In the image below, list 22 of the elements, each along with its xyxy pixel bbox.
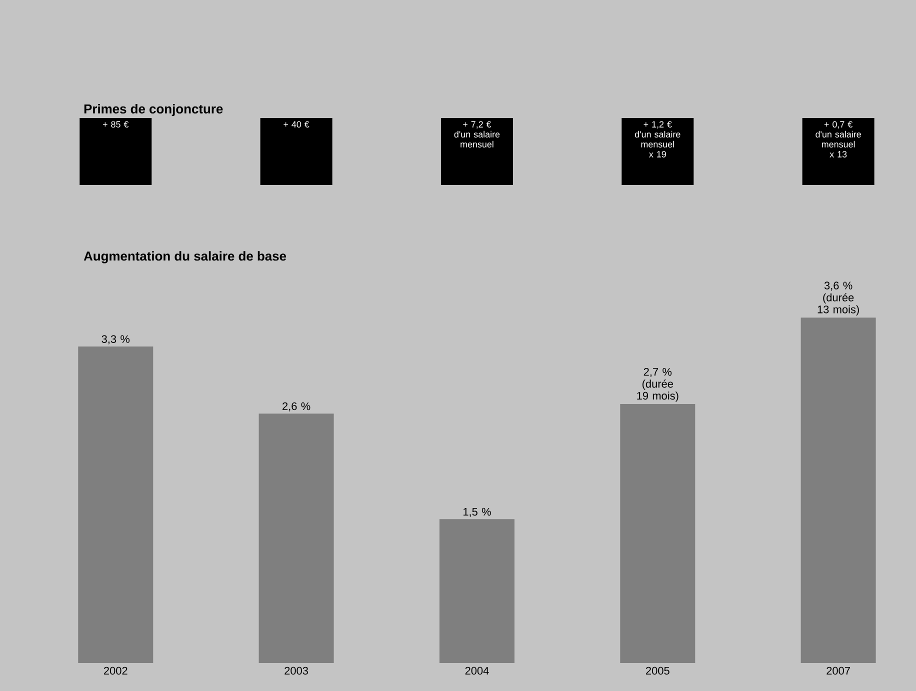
data-label: 3,3 % [102, 335, 130, 344]
text: + 7,2 € d'un salaire mensuel [454, 121, 500, 148]
x-tick-label: 2003 [284, 666, 308, 675]
data-label: 1,5 % [463, 508, 491, 517]
x-tick-label: 2004 [465, 666, 489, 675]
x-tick-label: 2007 [826, 666, 850, 675]
chart-title: Augmentation du salaire de base [84, 251, 286, 264]
bar [78, 346, 154, 663]
text: + 1,2 € d'un salaire mensuel x 19 [634, 121, 680, 158]
text: + 40 € [284, 121, 310, 128]
bar [800, 318, 876, 663]
bar [620, 404, 696, 663]
text: + 85 € [102, 121, 129, 128]
x-tick-label: 2005 [646, 666, 670, 675]
text: + 0,7 € d'un salaire mensuel x 13 [816, 121, 861, 158]
data-label: 2,6 % [282, 402, 310, 412]
bar [258, 414, 334, 663]
text: Primes de conjoncture [84, 104, 223, 116]
data-label: 3,6 % (durée 13 mois) [818, 282, 859, 316]
bar [439, 519, 514, 663]
x-tick-label: 2002 [104, 666, 128, 675]
data-label: 2,7 % (durée 19 mois) [637, 368, 678, 402]
